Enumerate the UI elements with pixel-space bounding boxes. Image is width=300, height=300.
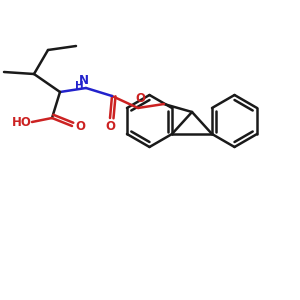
Text: O: O: [75, 119, 85, 133]
Text: O: O: [135, 92, 145, 106]
Text: HO: HO: [12, 116, 32, 128]
Text: H: H: [75, 81, 83, 91]
Text: O: O: [105, 121, 115, 134]
Text: N: N: [79, 74, 89, 86]
